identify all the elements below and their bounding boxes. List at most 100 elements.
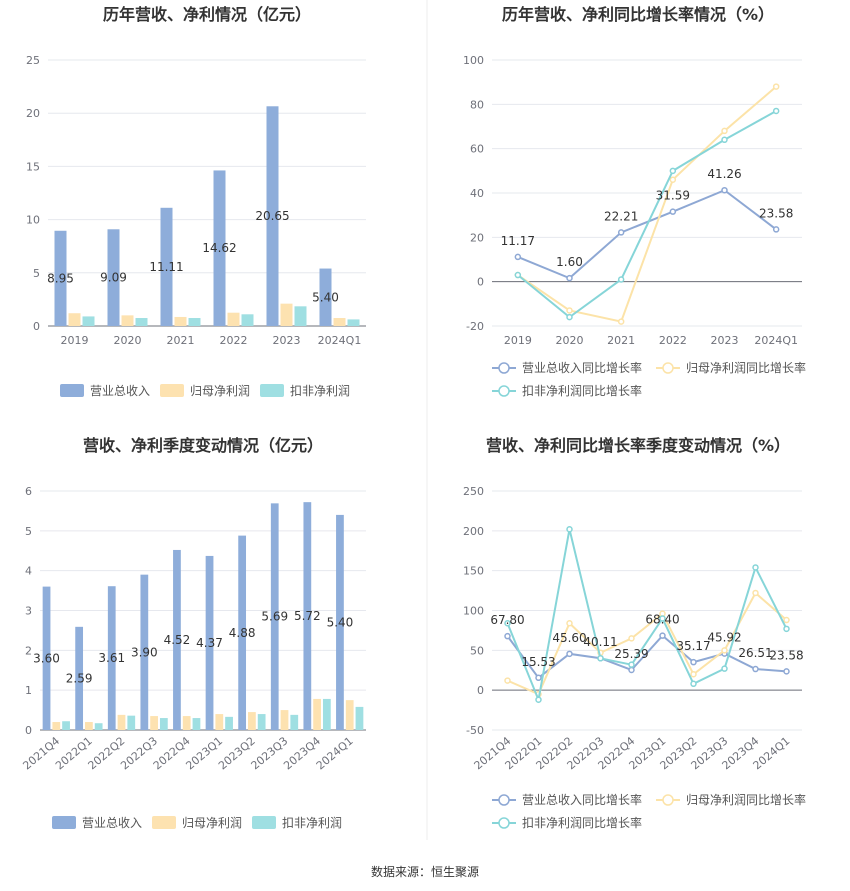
x-tick-label: 2021 xyxy=(607,334,635,347)
y-tick-label: 5 xyxy=(25,525,32,538)
data-label: 3.61 xyxy=(98,651,125,665)
legend-marker xyxy=(498,817,510,829)
bar xyxy=(182,716,191,730)
bar xyxy=(82,316,95,326)
data-point xyxy=(783,616,790,624)
bar xyxy=(192,718,201,730)
legend-swatch xyxy=(260,384,284,397)
bar xyxy=(270,503,279,730)
legend-swatch xyxy=(60,384,84,397)
data-label: 8.95 xyxy=(47,271,74,285)
bar xyxy=(227,312,240,326)
data-label: 31.59 xyxy=(656,189,690,203)
bar xyxy=(159,718,168,730)
data-label: 35.17 xyxy=(676,639,710,653)
y-tick-label: 6 xyxy=(25,485,32,498)
bar xyxy=(54,230,67,326)
bar xyxy=(85,722,93,730)
data-label: 2.59 xyxy=(66,671,93,685)
data-point xyxy=(628,635,635,642)
series-line xyxy=(507,591,788,696)
bar xyxy=(42,586,51,730)
bar xyxy=(68,313,81,326)
bar xyxy=(215,714,224,730)
legend-label: 归母净利润 xyxy=(182,816,242,830)
bar xyxy=(94,723,103,730)
data-point xyxy=(659,615,666,622)
x-tick-label: 2023 xyxy=(273,334,301,347)
bar xyxy=(322,698,331,730)
data-label: 15.53 xyxy=(521,655,555,669)
data-point xyxy=(783,668,790,675)
legend-marker xyxy=(662,794,674,806)
y-tick-label: 20 xyxy=(470,231,484,244)
y-tick-label: 10 xyxy=(26,214,40,227)
data-label: 41.26 xyxy=(707,167,741,181)
data-point xyxy=(597,655,604,662)
y-tick-label: 0 xyxy=(25,724,32,737)
data-point xyxy=(772,226,780,233)
data-label: 23.58 xyxy=(769,648,803,662)
data-label: 5.40 xyxy=(327,615,354,629)
bar xyxy=(213,170,226,326)
data-point xyxy=(535,674,542,682)
data-point xyxy=(535,696,542,703)
bar xyxy=(290,714,299,730)
legend-marker xyxy=(498,794,510,806)
chart-title: 历年营收、净利同比增长率情况（%） xyxy=(502,5,774,24)
data-label: 9.09 xyxy=(100,271,127,285)
x-tick-label: 2020 xyxy=(556,334,584,347)
bar xyxy=(107,229,120,326)
y-tick-label: 2 xyxy=(25,644,32,657)
bar xyxy=(107,586,116,730)
legend-label: 归母净利润同比增长率 xyxy=(686,360,806,375)
y-tick-label: 25 xyxy=(26,54,40,67)
legend-label: 归母净利润 xyxy=(190,384,250,398)
bar xyxy=(160,207,173,326)
y-tick-label: 4 xyxy=(25,565,32,578)
data-label: 1.60 xyxy=(556,255,583,269)
data-label: 25.39 xyxy=(614,647,648,661)
y-tick-label: 250 xyxy=(463,485,484,498)
legend-label: 扣非净利润 xyxy=(282,816,342,830)
data-point xyxy=(566,313,573,321)
data-label: 4.37 xyxy=(196,636,223,650)
data-point xyxy=(690,658,697,666)
bar xyxy=(294,306,307,326)
x-tick-label: 2024Q1 xyxy=(314,734,356,772)
x-tick-label: 2020 xyxy=(114,334,142,347)
data-point xyxy=(772,107,780,115)
bar xyxy=(121,315,134,326)
data-point xyxy=(566,525,573,533)
data-label: 45.60 xyxy=(552,631,586,645)
annual-revenue-profit-chart: 历年营收、净利情况（亿元） 0 5 10 15 20 25 2019 2020 2021 2022… xyxy=(26,5,366,398)
data-point xyxy=(514,271,522,279)
legend-label: 营业总收入同比增长率 xyxy=(522,792,642,807)
bar xyxy=(127,715,136,730)
data-point xyxy=(617,229,625,236)
legend-label: 扣非净利润同比增长率 xyxy=(522,815,642,830)
data-point xyxy=(752,665,759,673)
bar xyxy=(174,316,187,326)
legend-label: 归母净利润同比增长率 xyxy=(686,792,806,807)
y-tick-label: -50 xyxy=(466,724,484,737)
x-tick-label: 2019 xyxy=(61,334,89,347)
data-point xyxy=(504,632,511,640)
bar xyxy=(117,714,126,730)
bar xyxy=(173,549,181,730)
y-tick-label: 5 xyxy=(33,267,40,280)
data-label: 26.51 xyxy=(738,646,772,660)
y-tick-label: 20 xyxy=(26,107,40,120)
y-tick-label: 200 xyxy=(463,525,484,538)
data-point xyxy=(783,625,790,633)
legend-swatch xyxy=(152,816,176,829)
legend-label: 扣非净利润同比增长率 xyxy=(522,383,642,398)
quarterly-revenue-profit-chart: 营收、净利季度变动情况（亿元） 01234562021Q42022Q12022Q… xyxy=(20,436,366,830)
bar xyxy=(140,574,149,730)
quarterly-growth-rate-chart: 营收、净利同比增长率季度变动情况（%） -5005010015020025020… xyxy=(463,436,806,830)
bar xyxy=(75,626,84,730)
legend-label: 扣非净利润 xyxy=(290,384,350,398)
y-tick-label: 50 xyxy=(470,644,484,657)
series-line xyxy=(517,85,777,323)
